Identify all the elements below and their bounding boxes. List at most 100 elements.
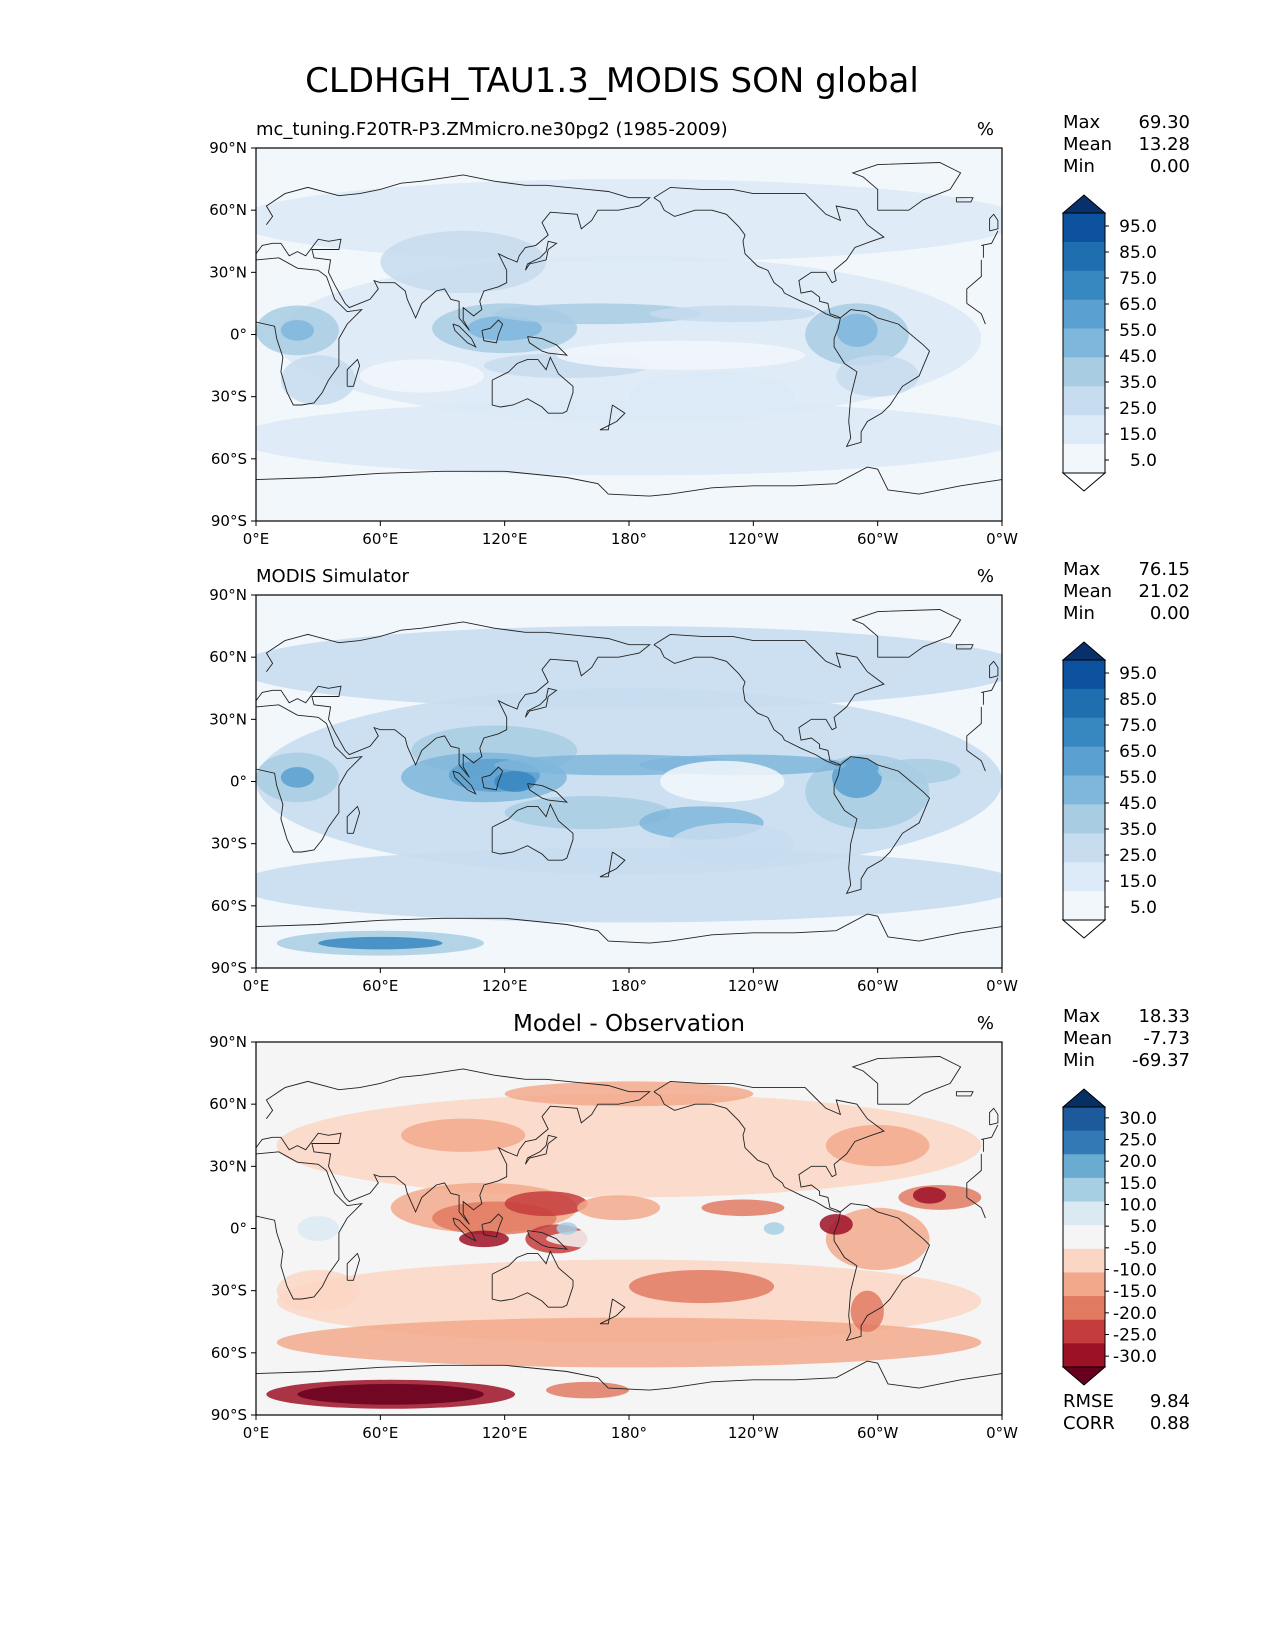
colorbar-label: 5.0 — [1130, 1217, 1157, 1237]
colorbar: 95.0 85.0 75.0 65.0 55.0 45.0 35.0 25.0 15.0 5.0 — [1061, 641, 1157, 939]
coastline — [524, 687, 558, 718]
field-contour — [276, 1317, 982, 1368]
colorbar-label: 85.0 — [1119, 243, 1157, 263]
units-label: % — [977, 1013, 994, 1034]
coastline — [256, 621, 999, 778]
coastline — [452, 323, 477, 348]
coastline — [256, 174, 999, 331]
colorbar-label: 20.0 — [1119, 1152, 1157, 1172]
corr-label: CORR — [1063, 1413, 1115, 1434]
lon-tick-label: 120°W — [728, 977, 779, 995]
lon-tick-label: 180° — [611, 977, 647, 995]
stat-value-mean: -7.73 — [1143, 1028, 1190, 1049]
lat-tick-label: 90°N — [209, 1033, 247, 1051]
colorbar-label: 45.0 — [1119, 347, 1157, 367]
stat-value-min: -69.37 — [1132, 1050, 1190, 1071]
coastline — [346, 805, 361, 834]
lat-tick-label: 30°N — [209, 263, 247, 281]
colorbar-segment — [1063, 1248, 1105, 1273]
colorbar-tip-bottom — [1061, 1366, 1107, 1386]
lon-tick-label: 120°W — [728, 1424, 779, 1442]
colorbar-segment — [1063, 1130, 1105, 1155]
colorbar-segment — [1063, 891, 1105, 921]
colorbar-segment — [1063, 1343, 1105, 1368]
colorbar-label: 5.0 — [1130, 898, 1157, 918]
panel-title: mc_tuning.F20TR-P3.ZMmicro.ne30pg2 (1985… — [256, 119, 728, 140]
field-contour — [660, 760, 785, 803]
stat-label-min: Min — [1063, 603, 1095, 624]
lon-tick-label: 120°W — [728, 530, 779, 548]
lat-tick-label: 0° — [230, 326, 247, 344]
lat-tick-label: 60°S — [211, 1344, 247, 1362]
lon-tick-label: 60°W — [857, 1424, 899, 1442]
colorbar-segment — [1063, 1107, 1105, 1132]
units-label: % — [977, 119, 994, 140]
coastline — [256, 1151, 986, 1300]
coastline — [599, 851, 626, 878]
field-contour — [467, 315, 542, 341]
field-contour — [494, 303, 702, 325]
colorbar-label: 85.0 — [1119, 690, 1157, 710]
colorbar-label: 35.0 — [1119, 373, 1157, 393]
colorbar-segment — [1063, 444, 1105, 474]
colorbar-label: 75.0 — [1119, 716, 1157, 736]
colorbar-frame — [1062, 1106, 1106, 1368]
colorbar-label: 30.0 — [1119, 1109, 1157, 1129]
coastline — [653, 186, 885, 319]
units-label: % — [977, 566, 994, 587]
colorbar-label: 25.0 — [1119, 1131, 1157, 1151]
field-contour — [850, 1290, 884, 1333]
lat-tick-label: 30°S — [211, 1282, 247, 1300]
colorbar-segment — [1063, 1296, 1105, 1321]
field-contour — [877, 758, 961, 784]
stat-label-min: Min — [1063, 156, 1095, 177]
colorbar-label: 95.0 — [1119, 217, 1157, 237]
lat-tick-label: 30°N — [209, 1157, 247, 1175]
field-layer — [256, 179, 1002, 476]
field-contour — [380, 230, 547, 294]
lon-tick-label: 0°E — [243, 1424, 270, 1442]
field-contour — [825, 1124, 930, 1167]
coastline — [599, 404, 626, 431]
colorbar-label: 65.0 — [1119, 295, 1157, 315]
coastline — [524, 240, 558, 271]
coastline — [833, 1203, 931, 1342]
colorbar-segment — [1063, 241, 1105, 272]
field-contour — [297, 1216, 339, 1241]
field-contour — [256, 626, 1002, 709]
colorbar-segment — [1063, 213, 1105, 243]
colorbar-segment — [1063, 1177, 1105, 1203]
stat-value-min: 0.00 — [1150, 603, 1190, 624]
field-contour — [280, 355, 356, 405]
colorbar-segment — [1063, 775, 1105, 805]
lat-tick-label: 30°S — [211, 388, 247, 406]
lat-tick-label: 30°S — [211, 835, 247, 853]
colorbar-label: -20.0 — [1113, 1304, 1157, 1324]
colorbar-segment — [1063, 415, 1105, 445]
stat-value-min: 0.00 — [1150, 156, 1190, 177]
colorbar-segment — [1063, 688, 1105, 719]
lon-tick-label: 0°W — [986, 530, 1018, 548]
lon-tick-label: 120°E — [482, 530, 528, 548]
field-contour — [504, 1081, 754, 1107]
coastline — [851, 1056, 962, 1105]
colorbar-label: 10.0 — [1119, 1196, 1157, 1216]
lat-tick-label: 0° — [230, 1220, 247, 1238]
lon-tick-label: 0°E — [243, 977, 270, 995]
coastline — [346, 358, 361, 387]
field-layer — [256, 626, 1002, 956]
colorbar-frame — [1062, 659, 1106, 921]
colorbar: 95.0 85.0 75.0 65.0 55.0 45.0 35.0 25.0 15.0 5.0 — [1061, 194, 1157, 492]
field-contour — [763, 1222, 785, 1235]
stat-label-mean: Mean — [1063, 581, 1112, 602]
colorbar-tip-bottom — [1061, 472, 1107, 492]
colorbar-segment — [1063, 1319, 1105, 1344]
lat-tick-label: 60°N — [209, 648, 247, 666]
colorbar-segment — [1063, 862, 1105, 892]
field-contour — [494, 771, 536, 792]
coastline — [527, 783, 569, 803]
field-contour — [556, 340, 806, 370]
colorbar-label: 55.0 — [1119, 321, 1157, 341]
colorbar-segment — [1063, 299, 1105, 330]
field-contour — [577, 1195, 661, 1221]
